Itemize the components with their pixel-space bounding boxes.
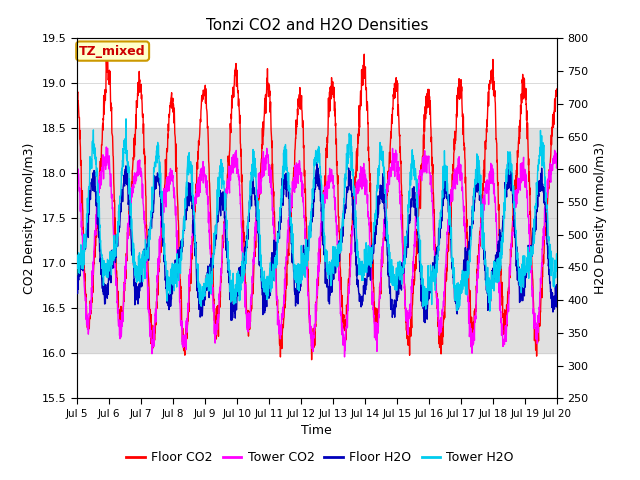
Tower H2O	[97, 251, 105, 257]
Tower H2O	[122, 116, 130, 122]
Line: Floor H2O: Floor H2O	[77, 162, 557, 323]
Tower CO2	[540, 226, 547, 231]
Floor CO2	[540, 252, 547, 258]
Y-axis label: H2O Density (mmol/m3): H2O Density (mmol/m3)	[594, 143, 607, 294]
Tower H2O	[486, 308, 493, 314]
Tower CO2	[97, 182, 105, 188]
Tower H2O	[553, 267, 561, 273]
Floor CO2	[294, 106, 301, 112]
Floor H2O	[421, 320, 429, 325]
Floor H2O	[73, 281, 81, 287]
Tower CO2	[307, 329, 314, 335]
Tower H2O	[294, 280, 301, 286]
Floor CO2	[451, 140, 459, 146]
Tower CO2	[451, 184, 459, 190]
X-axis label: Time: Time	[301, 424, 332, 437]
Text: TZ_mixed: TZ_mixed	[79, 45, 146, 58]
Floor CO2	[97, 156, 105, 161]
Floor CO2	[540, 261, 547, 266]
Y-axis label: CO2 Density (mmol/m3): CO2 Density (mmol/m3)	[23, 143, 36, 294]
Tower CO2	[102, 144, 110, 150]
Line: Floor CO2: Floor CO2	[77, 54, 557, 360]
Floor CO2	[307, 321, 314, 327]
Floor H2O	[451, 296, 459, 301]
Floor H2O	[540, 190, 547, 195]
Line: Tower CO2: Tower CO2	[77, 147, 557, 357]
Legend: Floor CO2, Tower CO2, Floor H2O, Tower H2O: Floor CO2, Tower CO2, Floor H2O, Tower H…	[121, 446, 519, 469]
Floor H2O	[505, 159, 513, 165]
Tower CO2	[540, 242, 547, 248]
Floor H2O	[540, 186, 547, 192]
Tower H2O	[307, 217, 314, 223]
Tower CO2	[294, 171, 301, 177]
Tower H2O	[540, 142, 547, 148]
Floor CO2	[308, 357, 316, 362]
Floor H2O	[294, 295, 301, 301]
Title: Tonzi CO2 and H2O Densities: Tonzi CO2 and H2O Densities	[205, 18, 428, 33]
Floor CO2	[73, 75, 81, 81]
Floor CO2	[553, 86, 561, 92]
Tower H2O	[73, 272, 81, 277]
Tower H2O	[451, 298, 459, 303]
Floor CO2	[360, 51, 368, 57]
Tower H2O	[540, 156, 547, 162]
Tower CO2	[553, 161, 561, 167]
Floor H2O	[307, 229, 314, 235]
Tower CO2	[73, 148, 81, 154]
Line: Tower H2O: Tower H2O	[77, 119, 557, 311]
Floor H2O	[97, 267, 105, 273]
Bar	[77, 129, 557, 353]
Floor H2O	[553, 289, 561, 295]
Tower CO2	[340, 354, 348, 360]
